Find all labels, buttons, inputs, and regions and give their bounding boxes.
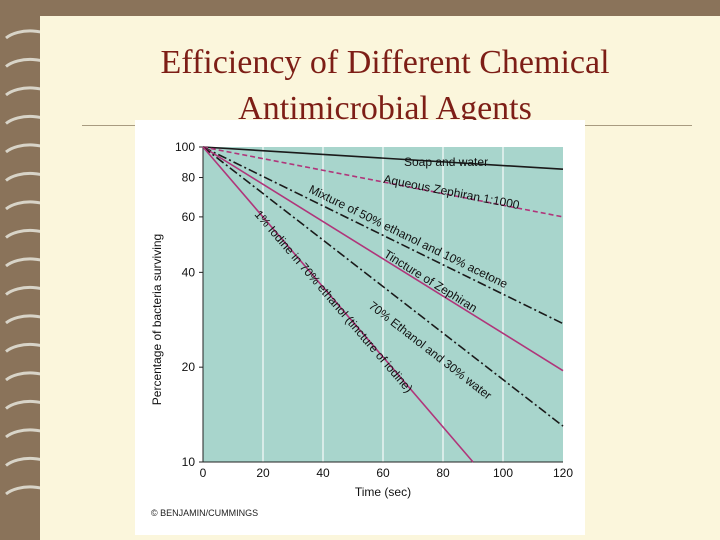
y-tick-label: 20 bbox=[182, 360, 196, 374]
x-tick-label: 120 bbox=[553, 466, 573, 480]
x-tick-label: 0 bbox=[200, 466, 207, 480]
chart-figure: 0 20 40 60 80 100 120 10 20 40 60 80 100 Time (sec) Pe… bbox=[135, 120, 585, 535]
publisher-credit: © BENJAMIN/CUMMINGS bbox=[151, 508, 259, 518]
series-line bbox=[202, 146, 564, 427]
x-tick-label: 60 bbox=[376, 466, 390, 480]
title-line-1: Efficiency of Different Chemical bbox=[160, 44, 610, 81]
y-tick-label: 40 bbox=[182, 265, 196, 279]
series-line bbox=[202, 146, 474, 463]
series-line bbox=[202, 146, 564, 372]
x-axis-label: Time (sec) bbox=[355, 485, 411, 499]
x-tick-label: 100 bbox=[493, 466, 513, 480]
series-line bbox=[202, 146, 564, 171]
y-tick-label: 100 bbox=[175, 140, 195, 154]
x-tick-label: 20 bbox=[256, 466, 270, 480]
y-tick-label: 10 bbox=[182, 455, 196, 469]
slide-title: Efficiency of Different Chemical Antimic… bbox=[110, 40, 660, 132]
y-axis-label: Percentage of bacteria surviving bbox=[150, 234, 164, 405]
series-label: Soap and water bbox=[404, 155, 488, 169]
survival-chart: 0 20 40 60 80 100 120 10 20 40 60 80 100 Time (sec) Pe… bbox=[150, 140, 573, 499]
y-tick-label: 60 bbox=[182, 210, 196, 224]
y-tick-label: 80 bbox=[182, 171, 196, 185]
x-tick-label: 80 bbox=[436, 466, 450, 480]
x-tick-label: 40 bbox=[316, 466, 330, 480]
series-line bbox=[202, 146, 564, 218]
series-line bbox=[202, 146, 564, 325]
